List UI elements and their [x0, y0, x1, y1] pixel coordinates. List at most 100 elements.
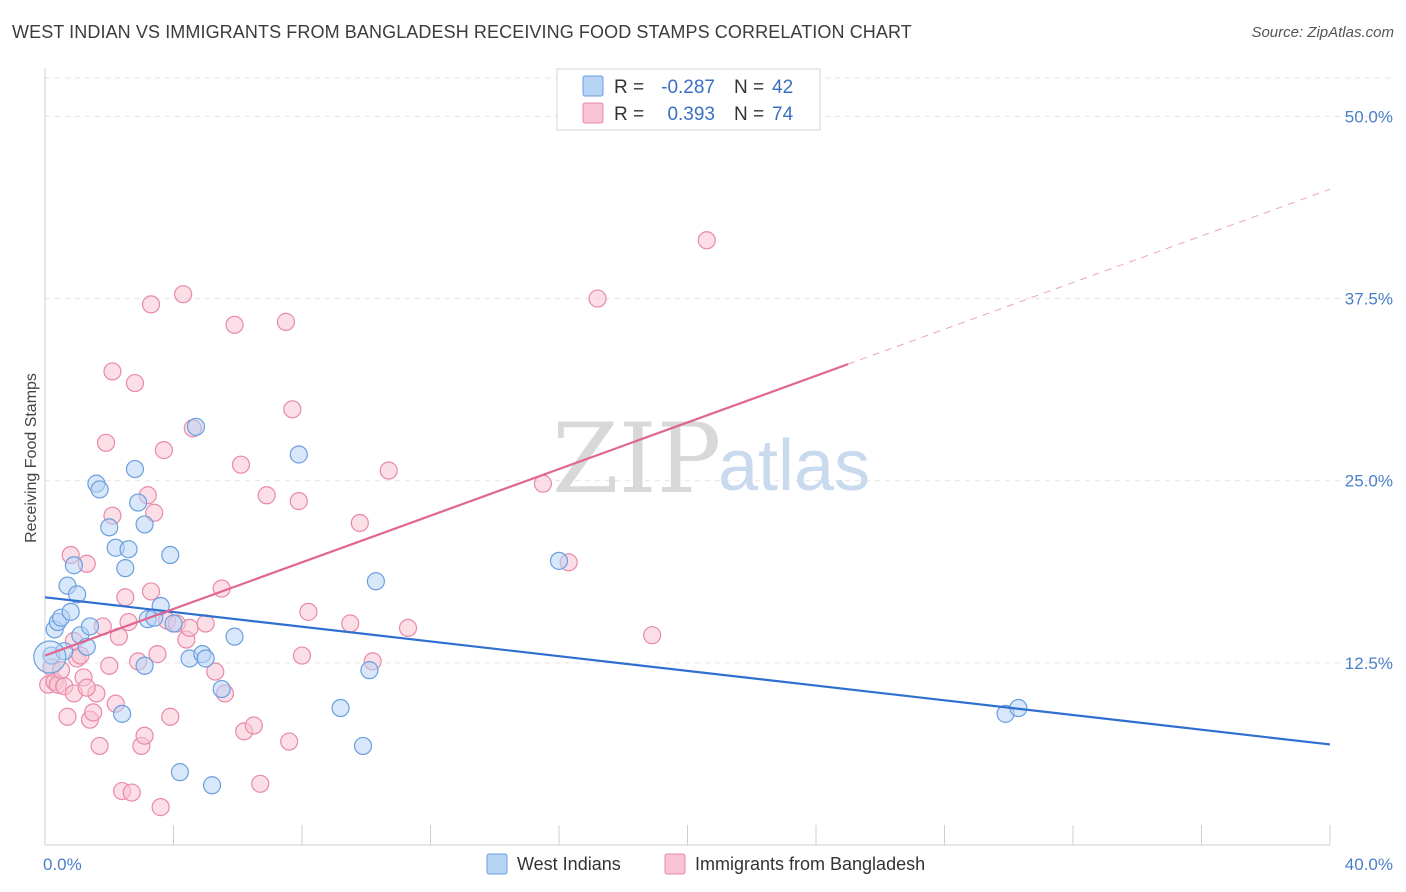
west-indians-point: [202, 776, 222, 795]
series-legend-label-bangladesh: Immigrants from Bangladesh: [695, 854, 925, 874]
west-indians-point: [212, 679, 231, 699]
axes: [44, 68, 1331, 846]
legend-n-label-blue: N =: [734, 77, 764, 98]
bangladesh-point: [161, 707, 180, 726]
bangladesh-point: [341, 614, 360, 633]
west-indians-point: [161, 545, 180, 565]
y-tick-labels: 12.5% 25.0% 37.5% 50.0%: [1345, 107, 1393, 672]
bangladesh-point: [84, 703, 103, 722]
west-indians-point: [64, 556, 84, 575]
bangladesh-point: [643, 626, 662, 645]
bangladesh-point: [148, 645, 167, 664]
bangladesh-point: [174, 285, 193, 304]
west-indians-point: [135, 656, 154, 675]
bangladesh-point: [145, 503, 164, 522]
bangladesh-point: [58, 707, 77, 726]
series-legend: West Indians Immigrants from Bangladesh: [486, 853, 925, 875]
bangladesh-point: [151, 798, 170, 817]
west-indians-point: [90, 480, 109, 499]
legend-n-label-pink: N =: [734, 104, 764, 125]
legend-r-label-blue: R =: [614, 77, 644, 98]
y-tick-label: 37.5%: [1345, 290, 1393, 309]
bangladesh-point: [251, 774, 270, 793]
x-tick-labels: 0.0% 40.0%: [43, 855, 1393, 874]
west-indians-point: [360, 661, 379, 680]
bangladesh-point: [100, 656, 119, 675]
bangladesh-point: [141, 582, 161, 601]
bangladesh-point: [225, 315, 244, 334]
legend-swatch-blue: [582, 75, 604, 97]
legend-r-value-blue: -0.287: [661, 77, 715, 98]
correlation-legend: R = -0.287 N = 42 R = 0.393 N = 74: [556, 68, 821, 131]
west-indians-point: [125, 459, 145, 479]
bangladesh-point: [283, 400, 302, 419]
bangladesh-point: [180, 618, 199, 637]
bangladesh-point: [96, 433, 116, 452]
series-legend-label-west-indians: West Indians: [517, 854, 621, 874]
legend-n-value-blue: 42: [772, 77, 793, 98]
bangladesh-point: [122, 783, 141, 802]
y-tick-label: 50.0%: [1345, 107, 1393, 126]
x-tick-label: 0.0%: [43, 855, 82, 874]
west-indians-point: [549, 551, 569, 570]
bangladesh-point: [292, 646, 312, 665]
west-indians-point: [80, 617, 100, 636]
bangladesh-point: [280, 732, 299, 751]
legend-r-label-pink: R =: [614, 104, 644, 125]
legend-swatch-pink: [582, 102, 604, 124]
west-indians-point: [33, 640, 67, 674]
west-indians-point: [61, 602, 80, 621]
bangladesh-point: [398, 618, 418, 637]
watermark-zip: ZIP: [552, 403, 721, 515]
west-indians-trend-line: [44, 596, 1331, 746]
west-indians-point: [353, 736, 373, 756]
west-indians-point: [68, 585, 87, 604]
west-indians-point: [170, 763, 190, 782]
west-indians-point: [135, 515, 154, 534]
west-indians-point: [119, 540, 138, 559]
legend-r-value-pink: 0.393: [667, 104, 715, 125]
y-tick-label: 12.5%: [1345, 654, 1393, 673]
bangladesh-trend-line: [44, 363, 849, 657]
bangladesh-point: [697, 231, 716, 250]
series-west-indians-points: [33, 417, 1028, 795]
west-indians-point: [366, 572, 385, 591]
bangladesh-point: [135, 726, 154, 745]
bangladesh-point: [77, 678, 96, 697]
watermark-atlas: atlas: [718, 426, 870, 506]
trend-lines: [44, 188, 1331, 746]
bangladesh-point: [257, 486, 276, 505]
x-tick-label: 40.0%: [1345, 855, 1393, 874]
bangladesh-point: [125, 373, 145, 393]
bangladesh-point: [196, 614, 215, 633]
series-legend-swatch-bangladesh: [664, 853, 686, 875]
chart-title: WEST INDIAN VS IMMIGRANTS FROM BANGLADES…: [12, 22, 912, 42]
bangladesh-point: [103, 362, 122, 381]
bangladesh-point: [276, 312, 296, 331]
bangladesh-point: [231, 455, 251, 474]
west-indians-point: [112, 704, 132, 723]
bangladesh-point: [350, 513, 369, 533]
watermark: ZIP atlas: [552, 403, 870, 515]
west-indians-point: [116, 559, 135, 578]
series-legend-swatch-west-indians: [486, 853, 508, 875]
bangladesh-point: [141, 295, 161, 314]
west-indians-point: [225, 627, 244, 646]
bangladesh-point: [154, 441, 173, 460]
west-indians-point: [129, 493, 148, 512]
bangladesh-point: [116, 588, 135, 607]
west-indians-point: [164, 614, 183, 633]
bangladesh-point: [289, 492, 308, 511]
bangladesh-point: [299, 602, 318, 621]
legend-n-value-pink: 74: [772, 104, 794, 125]
west-indians-point: [331, 698, 350, 718]
bangladesh-trend-extension: [847, 188, 1331, 365]
bangladesh-point: [90, 736, 109, 756]
bangladesh-point: [379, 461, 398, 480]
y-axis-label: Receiving Food Stamps: [23, 373, 40, 543]
bangladesh-point: [206, 662, 225, 681]
west-indians-point: [100, 518, 119, 537]
y-tick-label: 25.0%: [1345, 472, 1393, 491]
source-label: Source: ZipAtlas.com: [1251, 24, 1394, 41]
